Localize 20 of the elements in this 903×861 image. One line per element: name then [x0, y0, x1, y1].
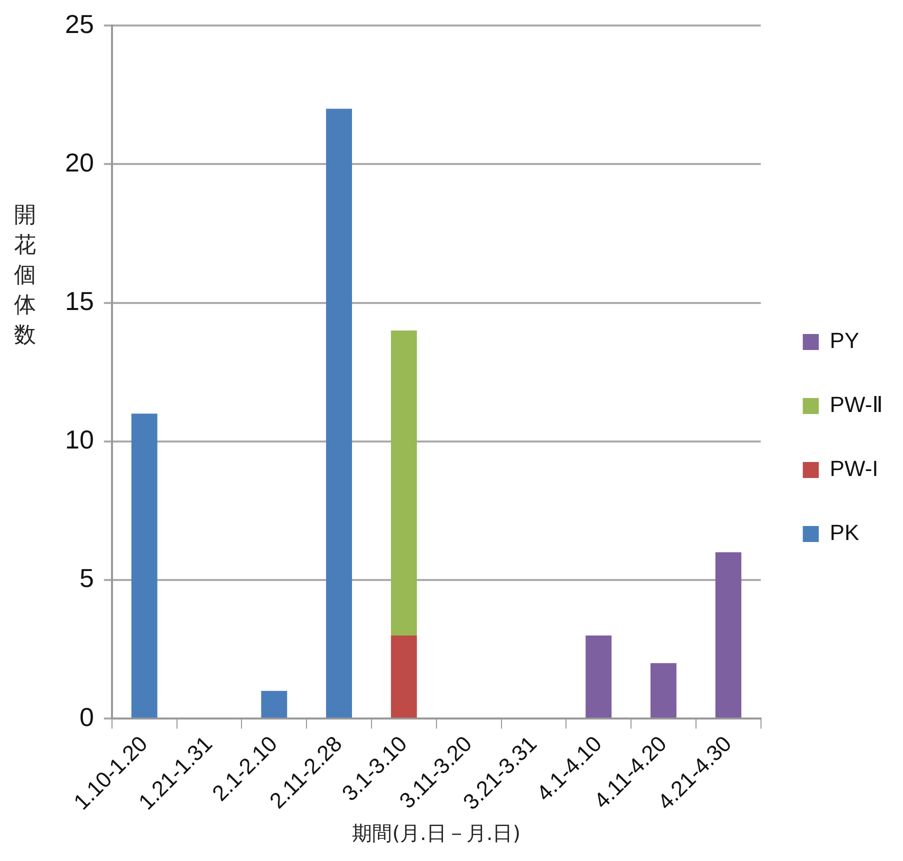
legend-label: PW-Ⅱ [830, 392, 884, 418]
y-tick-label: 10 [65, 424, 94, 455]
y-tick-label: 0 [79, 702, 94, 732]
bar [326, 108, 352, 718]
legend-label: PW-I [830, 456, 878, 482]
bar [586, 635, 612, 718]
x-axis-title: 期間(月.日－月.日) [352, 821, 521, 846]
legend-label: PK [830, 520, 860, 546]
bar [131, 414, 158, 718]
bar [390, 635, 417, 718]
y-tick-label: 15 [65, 286, 94, 316]
bar [261, 690, 288, 718]
legend-label: PY [830, 328, 860, 354]
y-axis-title: 開花個体数 [14, 200, 38, 350]
bar [390, 330, 417, 636]
bar [715, 552, 742, 718]
y-tick-label: 5 [79, 563, 94, 594]
y-tick-label: 20 [65, 147, 94, 178]
bar [650, 663, 676, 718]
y-tick-label: 25 [65, 8, 94, 39]
